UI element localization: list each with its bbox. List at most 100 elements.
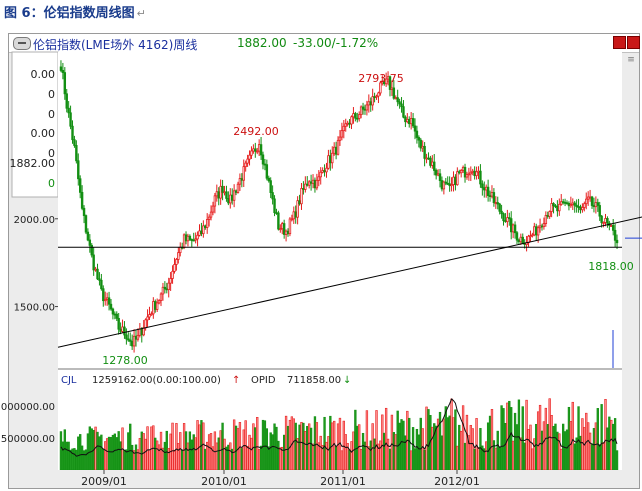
candle-body [65, 93, 68, 109]
link-icon[interactable] [13, 37, 31, 50]
volume-bar [163, 441, 167, 471]
annotation-label: 1278.00 [102, 354, 148, 367]
volume-bar [173, 449, 176, 471]
candle-body [561, 201, 565, 204]
volume-bar [465, 414, 469, 471]
volume-bar [473, 448, 476, 471]
candle-body [261, 154, 265, 165]
volume-bar [100, 434, 103, 471]
candle-body [157, 300, 161, 304]
candle-body [215, 191, 219, 197]
volume-bar [506, 402, 509, 471]
candle-body [357, 114, 361, 119]
volume-bar [327, 436, 330, 471]
candle-body [560, 201, 563, 205]
volume-bar [311, 443, 315, 471]
volume-bar [202, 422, 205, 471]
candle-body [577, 206, 580, 208]
volume-bar [179, 432, 182, 471]
volume-bar [248, 434, 251, 471]
figure-title: 图 6：伦铝指数周线图 ↵ [4, 2, 146, 21]
volume-bar [317, 442, 320, 471]
volume-bar [117, 431, 120, 471]
candle-body [88, 239, 92, 246]
volume-bar [381, 414, 384, 471]
volume-bar [592, 428, 596, 471]
candle-body [367, 101, 371, 106]
time-tick-label: 2010/01 [201, 475, 247, 488]
candle-body [327, 155, 330, 169]
candle-body [232, 190, 236, 201]
candle-body [227, 198, 230, 204]
candle-body [200, 230, 203, 235]
restore-window-icon[interactable] [613, 36, 626, 49]
volume-bar [558, 433, 561, 471]
candle-body [475, 171, 478, 177]
candle-body [573, 202, 576, 206]
candle-body [284, 230, 288, 235]
candle-body [225, 191, 228, 199]
candle-body [384, 78, 388, 85]
volume-tick-label: 500000.00 [1, 434, 55, 445]
close-window-icon[interactable] [627, 36, 640, 49]
candle-body [463, 166, 467, 178]
candle-body [379, 82, 382, 94]
info-box-value: 0 [48, 147, 55, 160]
candle-body [490, 192, 494, 197]
volume-bar [246, 445, 249, 471]
info-box-value: 0 [48, 88, 55, 101]
candle-body [78, 178, 82, 193]
volume-bar [209, 433, 213, 471]
volume-bar [463, 442, 467, 471]
candle-body [356, 117, 359, 120]
candle-body [363, 108, 367, 111]
volume-bar [583, 427, 586, 471]
candle-body [94, 268, 97, 271]
candle-body [329, 155, 332, 164]
volume-bar [181, 449, 184, 471]
annotation-label: 2793.75 [358, 72, 404, 85]
volume-bar [254, 427, 257, 471]
volume-bar [446, 417, 449, 471]
volume-bar [96, 431, 99, 471]
volume-bar [610, 419, 613, 471]
candle-body [531, 234, 534, 237]
candle-body [375, 95, 378, 98]
candle-body [309, 181, 313, 184]
candle-body [167, 282, 170, 290]
volume-bar [379, 440, 382, 471]
volume-bar [523, 442, 526, 471]
volume-bar [159, 431, 163, 471]
candle-body [404, 116, 407, 123]
price-change: -33.00/-1.72% [293, 36, 379, 50]
annotation-label: 1818.00 [588, 260, 634, 273]
candle-body [477, 170, 480, 173]
candle-body [204, 225, 207, 228]
candle-body [294, 211, 297, 218]
candle-body [290, 218, 294, 221]
volume-bar [598, 444, 601, 471]
candle-body [288, 218, 292, 235]
candle-body [508, 217, 511, 220]
volume-bar [510, 407, 513, 471]
scroll-menu-icon[interactable]: ≡ [627, 55, 635, 65]
candle-body [521, 236, 524, 244]
time-axis: 2009/01 2010/01 2011/01 2012/01 [81, 470, 480, 488]
volume-bar [486, 422, 490, 471]
volume-bar [485, 441, 488, 471]
volume-bar [98, 436, 101, 471]
volume-bar [167, 448, 170, 471]
volume-bar [256, 417, 259, 471]
candle-body [484, 186, 488, 191]
volume-bar [435, 425, 438, 471]
volume-bar [325, 441, 328, 471]
candle-body [196, 234, 199, 240]
volume-bar [306, 425, 309, 471]
volume-bar [111, 434, 115, 471]
volume-bar [217, 437, 220, 471]
volume-bar [232, 419, 236, 471]
candle-body [134, 335, 138, 340]
volume-bar [479, 428, 482, 471]
volume-bar [448, 415, 451, 471]
annotation-label: 2492.00 [233, 125, 279, 138]
